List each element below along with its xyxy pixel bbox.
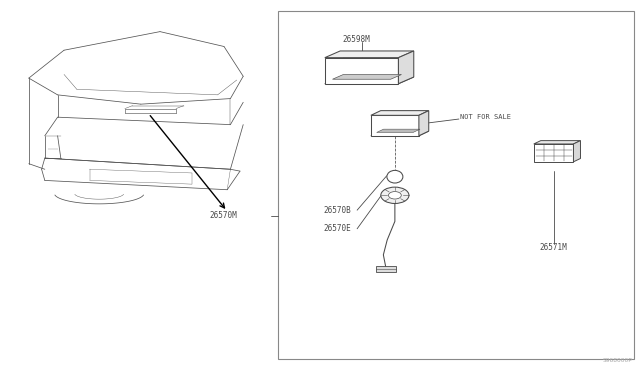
Polygon shape xyxy=(324,77,414,84)
Polygon shape xyxy=(324,51,414,58)
Polygon shape xyxy=(534,141,580,144)
Bar xyxy=(376,266,396,272)
Ellipse shape xyxy=(387,170,403,183)
Polygon shape xyxy=(376,129,420,132)
Polygon shape xyxy=(398,51,414,84)
Text: S968000P: S968000P xyxy=(602,358,632,363)
Text: 26570B: 26570B xyxy=(323,206,351,215)
Text: 26571M: 26571M xyxy=(540,243,567,252)
Text: 26598M: 26598M xyxy=(342,35,370,44)
Text: 26570M: 26570M xyxy=(210,211,237,220)
Polygon shape xyxy=(419,110,429,136)
Polygon shape xyxy=(371,115,419,136)
Circle shape xyxy=(388,192,401,199)
Polygon shape xyxy=(371,110,429,115)
Text: 26570E: 26570E xyxy=(323,224,351,233)
Circle shape xyxy=(381,187,409,203)
Text: NOT FOR SALE: NOT FOR SALE xyxy=(460,114,511,120)
Polygon shape xyxy=(371,131,429,136)
Polygon shape xyxy=(573,141,580,162)
Polygon shape xyxy=(324,58,398,84)
Polygon shape xyxy=(333,74,401,79)
Polygon shape xyxy=(534,144,573,162)
Bar xyxy=(278,11,634,359)
